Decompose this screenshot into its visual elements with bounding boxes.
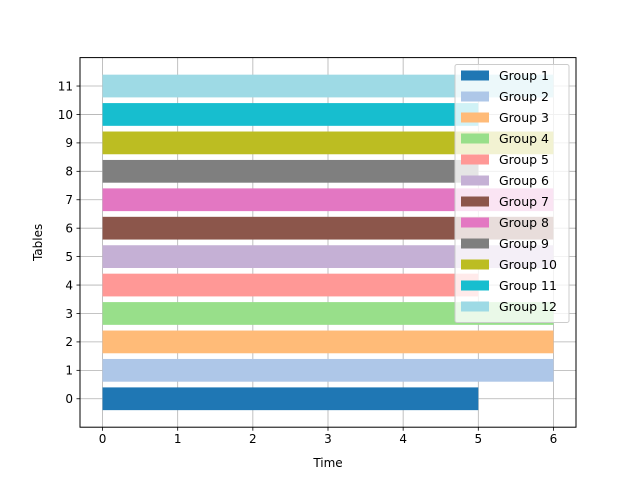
legend-label: Group 8 [499,215,549,230]
legend-label: Group 11 [499,278,557,293]
bar-group-2 [102,358,554,382]
legend-swatch [461,154,489,165]
legend-swatch [461,301,489,312]
y-tick-label: 6 [65,221,73,235]
bars [102,74,554,411]
bar-group-9 [102,159,479,183]
y-tick-label: 11 [58,79,73,93]
legend-swatch [461,91,489,102]
bar-group-11 [102,103,479,126]
bar-group-6 [102,245,554,268]
y-tick-label: 10 [58,108,73,122]
y-tick-label: 8 [65,165,73,179]
y-axis-ticks: 0 1 2 3 4 5 6 7 8 9 10 11 [58,79,80,406]
legend-swatch [461,112,489,123]
x-axis-label: Time [312,456,342,470]
y-tick-label: 5 [65,250,73,264]
legend-label: Group 9 [499,236,549,251]
legend-label: Group 2 [499,89,549,104]
legend-label: Group 5 [499,152,549,167]
x-tick-label: 4 [399,432,407,446]
x-tick-label: 0 [99,432,107,446]
legend-box [454,64,570,323]
y-tick-label: 3 [65,307,73,321]
legend-swatch [461,217,489,228]
y-axis-label: Tables [31,224,45,262]
x-tick-label: 6 [550,432,558,446]
legend-label: Group 7 [499,194,549,209]
x-tick-label: 5 [474,432,482,446]
legend-swatch [461,175,489,186]
y-tick-label: 9 [65,136,73,150]
bar-group-8 [102,188,554,212]
y-tick-label: 2 [65,335,73,349]
y-tick-label: 1 [65,364,73,378]
x-tick-label: 3 [324,432,332,446]
legend-label: Group 3 [499,110,549,125]
bar-group-7 [102,216,554,240]
legend-swatch [461,196,489,207]
legend-label: Group 1 [499,68,549,83]
y-tick-label: 4 [65,278,73,292]
x-axis-ticks: 0 1 2 3 4 5 6 [99,427,558,446]
bar-group-3 [102,330,554,354]
bar-group-4 [102,302,554,325]
bar-group-5 [102,273,479,297]
x-tick-label: 2 [249,432,257,446]
y-tick-label: 0 [65,392,73,406]
legend-swatch [461,70,489,81]
legend-label: Group 4 [499,131,549,146]
legend-label: Group 12 [499,299,557,314]
bar-group-10 [102,131,554,155]
bar-group-1 [102,387,479,411]
legend: Group 1 Group 2 Group 3 Group 4 Group 5 Group… [454,64,570,323]
legend-label: Group 6 [499,173,549,188]
legend-swatch [461,280,489,291]
legend-label: Group 10 [499,257,557,272]
legend-swatch [461,238,489,249]
x-tick-label: 1 [174,432,182,446]
bar-group-12 [102,74,554,98]
y-tick-label: 7 [65,193,73,207]
legend-swatch [461,133,489,144]
legend-swatch [461,259,489,270]
